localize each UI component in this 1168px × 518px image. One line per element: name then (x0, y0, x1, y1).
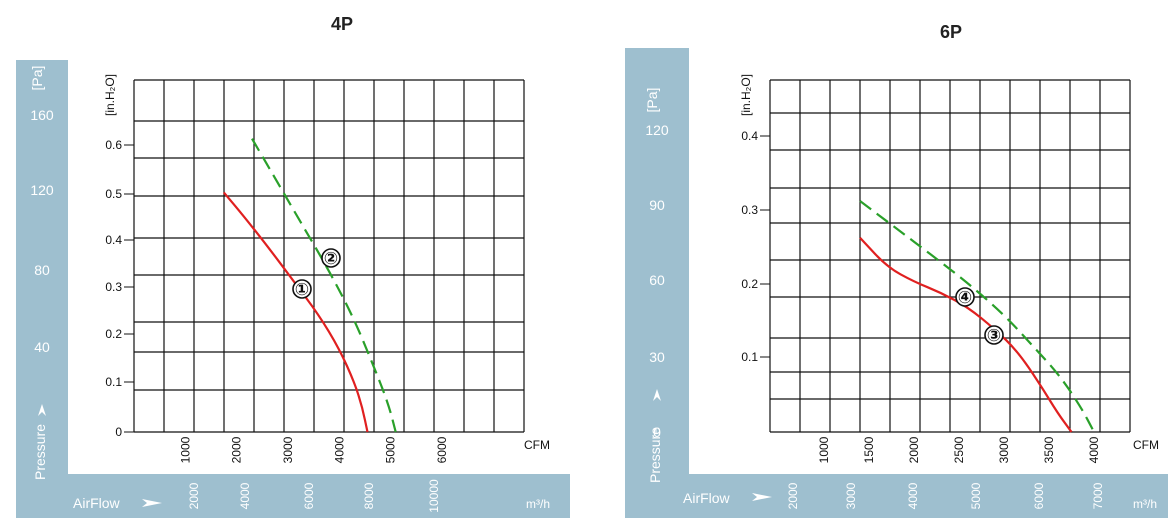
m3h-tick-label: 10000 (427, 479, 441, 513)
m3h-unit-label: m³/h (1133, 497, 1157, 511)
pa-tick-label: 90 (649, 197, 665, 213)
m3h-tick-label: 2000 (187, 482, 201, 509)
chart-title: 6P (940, 22, 962, 42)
curve-marker-label: ③ (987, 326, 1001, 346)
cfm-unit-label: CFM (524, 438, 550, 452)
curve-secondary (251, 138, 397, 433)
inh2o-tick-label: 0.2 (741, 277, 758, 291)
curve-primary (859, 236, 1073, 433)
inh2o-unit-label: [in.H₂O] (739, 74, 753, 116)
cfm-tick-label: 2500 (952, 436, 966, 463)
cfm-tick-label: 1500 (862, 436, 876, 463)
airflow-band (625, 474, 1168, 518)
m3h-tick-label: 6000 (1032, 482, 1046, 509)
m3h-tick-label: 5000 (969, 482, 983, 509)
pa-tick-label: 30 (649, 349, 665, 365)
inh2o-tick-label: 0.1 (741, 350, 758, 364)
airflow-axis-label: AirFlow (683, 490, 731, 506)
curve-secondary (859, 200, 1095, 433)
airflow-axis-label: AirFlow (73, 495, 121, 511)
m3h-tick-label: 6000 (302, 482, 316, 509)
cfm-tick-label: 3000 (997, 436, 1011, 463)
inh2o-tick-label: 0.1 (105, 375, 122, 389)
pa-tick-label: 40 (34, 339, 50, 355)
pa-unit-label: [Pa] (644, 88, 660, 113)
m3h-tick-label: 7000 (1091, 482, 1105, 509)
pressure-axis-label: Pressure (32, 424, 48, 480)
pressure-arrow-icon (38, 404, 46, 416)
m3h-tick-label: 8000 (362, 482, 376, 509)
airflow-band (16, 474, 570, 518)
m3h-unit-label: m³/h (526, 497, 550, 511)
pa-tick-label: 80 (34, 262, 50, 278)
inh2o-tick-label: 0.3 (105, 280, 122, 294)
m3h-tick-label: 3000 (844, 482, 858, 509)
cfm-tick-label: 1000 (178, 436, 192, 463)
m3h-tick-label: 4000 (906, 482, 920, 509)
cfm-tick-label: 2000 (230, 436, 244, 463)
cfm-tick-label: 6000 (435, 436, 449, 463)
m3h-tick-label: 2000 (786, 482, 800, 509)
inh2o-tick-label: 0.3 (741, 203, 758, 217)
pa-unit-label: [Pa] (29, 66, 45, 91)
inh2o-tick-label: 0.5 (105, 187, 122, 201)
cfm-tick-label: 1000 (817, 436, 831, 463)
inh2o-tick-label: 0.4 (105, 233, 122, 247)
pa-tick-label: 120 (30, 182, 54, 198)
curve-marker-label: ① (295, 280, 309, 300)
cfm-unit-label: CFM (1133, 438, 1159, 452)
airflow-arrow-icon (752, 493, 772, 501)
cfm-tick-label: 4000 (1087, 436, 1101, 463)
airflow-arrow-icon (142, 499, 162, 507)
cfm-tick-label: 3000 (281, 436, 295, 463)
pa-tick-label: 0 (653, 424, 661, 440)
pressure-band (625, 48, 689, 500)
pa-tick-label: 120 (645, 122, 669, 138)
inh2o-tick-label: 0.2 (105, 327, 122, 341)
curve-marker-circle (984, 325, 1004, 345)
curve-marker-circle (292, 279, 312, 299)
curve-primary (222, 191, 369, 433)
inh2o-tick-label: 0 (115, 425, 122, 439)
pa-tick-label: 60 (649, 272, 665, 288)
chart-title: 4P (331, 14, 353, 34)
cfm-tick-label: 3500 (1042, 436, 1056, 463)
pressure-arrow-icon (653, 389, 661, 401)
curve-marker-label: ② (324, 249, 338, 269)
inh2o-tick-label: 0.6 (105, 138, 122, 152)
cfm-tick-label: 5000 (384, 436, 398, 463)
curve-marker-label: ④ (958, 288, 972, 308)
inh2o-tick-label: 0.4 (741, 129, 758, 143)
curve-marker-circle (955, 287, 975, 307)
pa-tick-label: 160 (30, 107, 54, 123)
pressure-axis-label: Pressure (647, 427, 663, 483)
curve-marker-circle (321, 248, 341, 268)
m3h-tick-label: 4000 (238, 482, 252, 509)
inh2o-unit-label: [in.H₂O] (103, 74, 117, 116)
cfm-tick-label: 4000 (332, 436, 346, 463)
cfm-tick-label: 2000 (907, 436, 921, 463)
pressure-band (16, 60, 68, 500)
